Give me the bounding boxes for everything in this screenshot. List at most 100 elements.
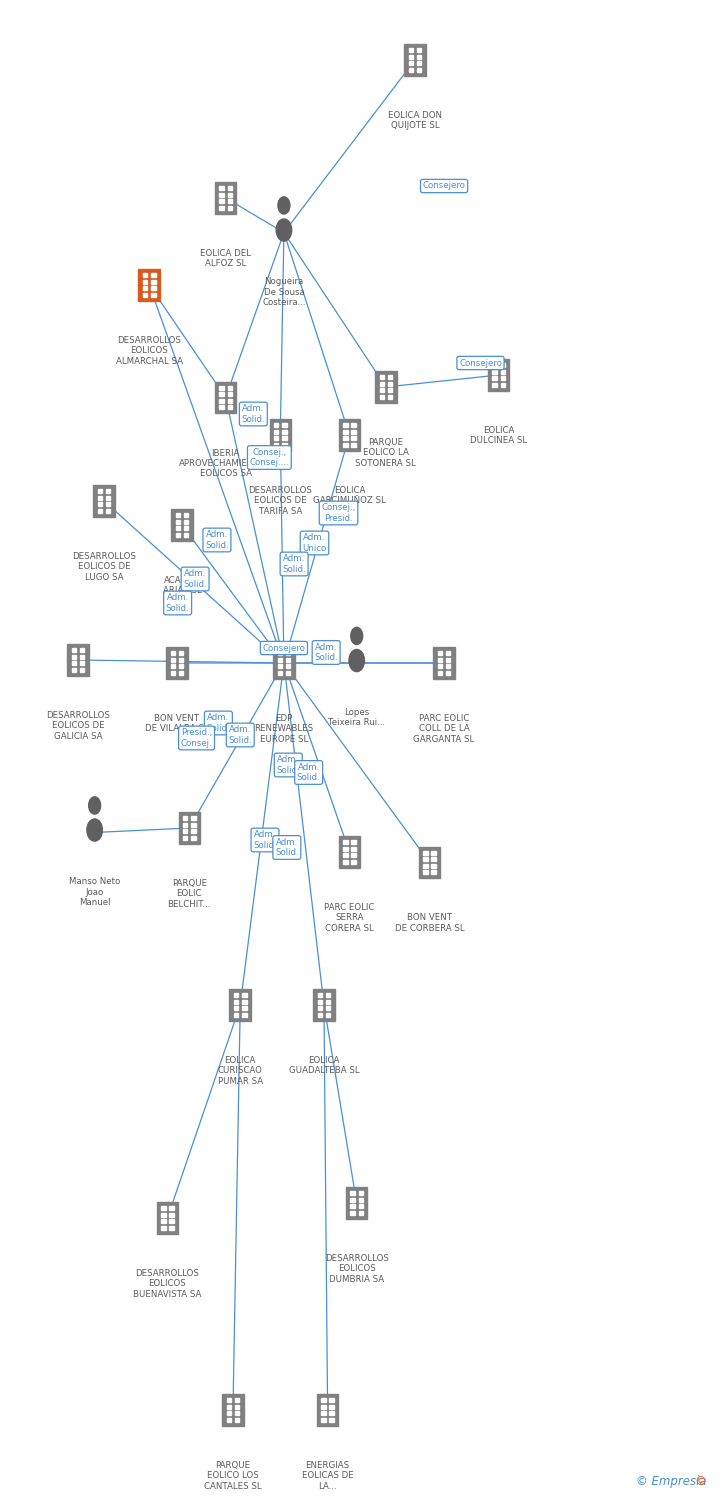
FancyBboxPatch shape xyxy=(419,847,440,877)
FancyBboxPatch shape xyxy=(317,1007,322,1010)
FancyBboxPatch shape xyxy=(359,1191,363,1196)
FancyBboxPatch shape xyxy=(234,1000,238,1004)
FancyBboxPatch shape xyxy=(408,48,413,52)
FancyBboxPatch shape xyxy=(501,382,505,387)
Ellipse shape xyxy=(276,219,292,242)
FancyBboxPatch shape xyxy=(501,370,505,374)
FancyBboxPatch shape xyxy=(350,1191,355,1196)
FancyBboxPatch shape xyxy=(488,360,510,390)
FancyBboxPatch shape xyxy=(352,436,356,439)
FancyBboxPatch shape xyxy=(352,423,356,427)
FancyBboxPatch shape xyxy=(179,658,183,662)
FancyBboxPatch shape xyxy=(438,664,442,668)
FancyBboxPatch shape xyxy=(343,442,347,447)
FancyBboxPatch shape xyxy=(286,651,290,656)
FancyBboxPatch shape xyxy=(277,670,282,675)
FancyBboxPatch shape xyxy=(234,1013,238,1017)
FancyBboxPatch shape xyxy=(379,388,384,392)
FancyBboxPatch shape xyxy=(219,200,223,202)
FancyBboxPatch shape xyxy=(98,489,102,494)
FancyBboxPatch shape xyxy=(170,1220,174,1222)
FancyBboxPatch shape xyxy=(343,423,347,427)
FancyBboxPatch shape xyxy=(282,436,287,439)
Text: IBERIA
APROVECHAMIENTOS
EOLICOS SA: IBERIA APROVECHAMIENTOS EOLICOS SA xyxy=(179,448,272,478)
FancyBboxPatch shape xyxy=(286,658,290,662)
FancyBboxPatch shape xyxy=(175,513,180,517)
Text: PARQUE
EOLICO LA
SOTONERA SL: PARQUE EOLICO LA SOTONERA SL xyxy=(355,438,416,468)
Text: PARQUE
EOLICO LOS
CANTALES SL: PARQUE EOLICO LOS CANTALES SL xyxy=(204,1461,262,1491)
FancyBboxPatch shape xyxy=(492,382,496,387)
FancyBboxPatch shape xyxy=(446,658,451,662)
FancyBboxPatch shape xyxy=(286,664,290,668)
FancyBboxPatch shape xyxy=(143,286,147,290)
FancyBboxPatch shape xyxy=(326,1007,331,1010)
FancyBboxPatch shape xyxy=(228,393,232,396)
FancyBboxPatch shape xyxy=(330,1412,334,1414)
FancyBboxPatch shape xyxy=(343,859,347,864)
FancyBboxPatch shape xyxy=(71,648,76,652)
FancyBboxPatch shape xyxy=(326,1013,331,1017)
FancyBboxPatch shape xyxy=(235,1418,240,1422)
FancyBboxPatch shape xyxy=(234,1007,238,1010)
FancyBboxPatch shape xyxy=(330,1406,334,1408)
FancyBboxPatch shape xyxy=(235,1398,240,1402)
FancyBboxPatch shape xyxy=(215,183,237,213)
FancyBboxPatch shape xyxy=(219,206,223,210)
Text: Adm.
Solid.: Adm. Solid. xyxy=(314,644,338,662)
FancyBboxPatch shape xyxy=(359,1210,363,1215)
FancyBboxPatch shape xyxy=(501,376,505,380)
FancyBboxPatch shape xyxy=(438,670,442,675)
FancyBboxPatch shape xyxy=(183,830,187,833)
FancyBboxPatch shape xyxy=(321,1412,325,1414)
Text: DESARROLLOS
EOLICOS
DUMBRIA SA: DESARROLLOS EOLICOS DUMBRIA SA xyxy=(325,1254,389,1284)
FancyBboxPatch shape xyxy=(438,651,442,656)
FancyBboxPatch shape xyxy=(170,658,175,662)
FancyBboxPatch shape xyxy=(317,1013,322,1017)
FancyBboxPatch shape xyxy=(170,664,175,668)
Text: © Еmpresia: © Еmpresia xyxy=(636,1474,706,1488)
FancyBboxPatch shape xyxy=(388,382,392,386)
Text: Adm.
Solid.: Adm. Solid. xyxy=(207,714,230,732)
FancyBboxPatch shape xyxy=(273,648,295,678)
Text: Adm.
Solid.: Adm. Solid. xyxy=(253,831,277,849)
FancyBboxPatch shape xyxy=(219,405,223,410)
FancyBboxPatch shape xyxy=(222,1395,244,1425)
FancyBboxPatch shape xyxy=(330,1418,334,1422)
FancyBboxPatch shape xyxy=(433,648,455,678)
Ellipse shape xyxy=(89,796,100,814)
Text: DESARROLLOS
EOLICOS DE
GALICIA SA: DESARROLLOS EOLICOS DE GALICIA SA xyxy=(46,711,110,741)
FancyBboxPatch shape xyxy=(170,1206,174,1210)
Ellipse shape xyxy=(278,196,290,214)
FancyBboxPatch shape xyxy=(226,1398,231,1402)
FancyBboxPatch shape xyxy=(417,56,422,58)
Text: ©: © xyxy=(695,1474,706,1488)
FancyBboxPatch shape xyxy=(321,1406,325,1408)
Text: EOLICA DON
QUIJOTE SL: EOLICA DON QUIJOTE SL xyxy=(388,111,442,130)
FancyBboxPatch shape xyxy=(106,496,111,500)
Text: DESARROLLOS
EOLICOS DE
TARIFA SA: DESARROLLOS EOLICOS DE TARIFA SA xyxy=(248,486,312,516)
FancyBboxPatch shape xyxy=(157,1203,178,1233)
FancyBboxPatch shape xyxy=(242,1000,247,1004)
Text: EOLICA DEL
ALFOZ SL: EOLICA DEL ALFOZ SL xyxy=(200,249,251,268)
Text: Adm.
Solid.: Adm. Solid. xyxy=(205,531,229,549)
FancyBboxPatch shape xyxy=(170,651,175,656)
FancyBboxPatch shape xyxy=(326,1000,331,1004)
FancyBboxPatch shape xyxy=(184,520,189,524)
FancyBboxPatch shape xyxy=(446,664,451,668)
Text: Adm.
Solid.: Adm. Solid. xyxy=(229,726,252,744)
FancyBboxPatch shape xyxy=(151,292,156,297)
FancyBboxPatch shape xyxy=(184,526,189,530)
Text: Lopes
Teixeira Rui...: Lopes Teixeira Rui... xyxy=(328,708,385,728)
FancyBboxPatch shape xyxy=(321,1398,325,1402)
FancyBboxPatch shape xyxy=(432,870,436,874)
FancyBboxPatch shape xyxy=(106,509,111,513)
Text: PARC EOLIC
SERRA
CORERA SL: PARC EOLIC SERRA CORERA SL xyxy=(324,903,375,933)
FancyBboxPatch shape xyxy=(388,375,392,380)
FancyBboxPatch shape xyxy=(317,993,322,998)
Text: EOLICA
GARCIMUÑOZ SL: EOLICA GARCIMUÑOZ SL xyxy=(313,486,386,506)
FancyBboxPatch shape xyxy=(183,836,187,840)
FancyBboxPatch shape xyxy=(274,436,278,439)
FancyBboxPatch shape xyxy=(350,1204,355,1208)
FancyBboxPatch shape xyxy=(274,442,278,447)
FancyBboxPatch shape xyxy=(170,1226,174,1230)
